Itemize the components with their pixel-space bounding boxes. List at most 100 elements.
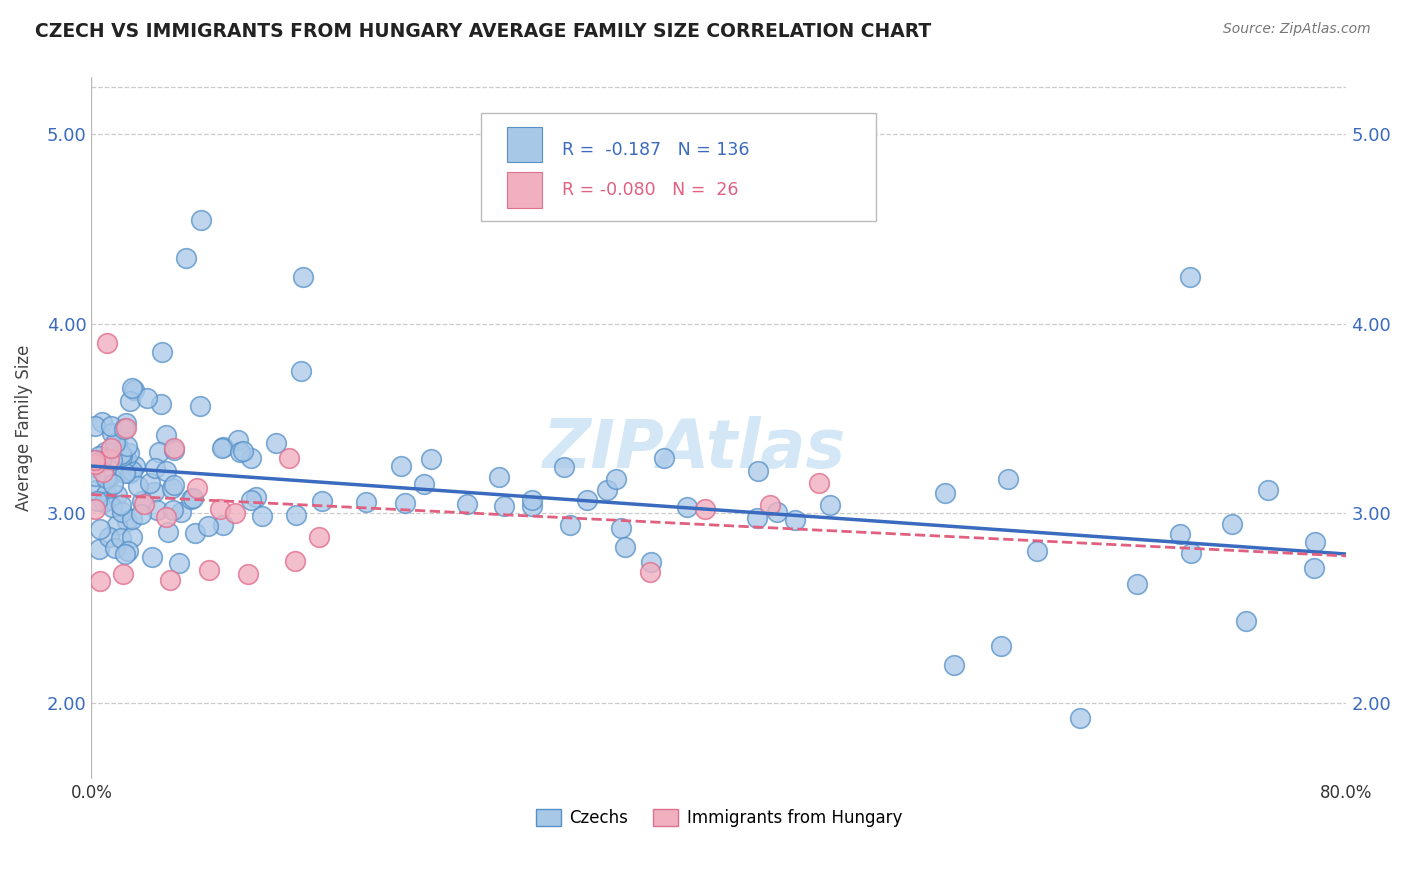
Point — [1220, 517, 1243, 532]
Point — [105, 518, 128, 533]
Point — [96, 471, 118, 485]
Point — [93, 495, 115, 509]
Point — [278, 451, 301, 466]
Point — [121, 464, 143, 478]
Point — [135, 391, 157, 405]
Point — [1303, 535, 1326, 549]
Point — [394, 496, 416, 510]
Point — [212, 440, 235, 454]
Point — [83, 501, 105, 516]
Point — [605, 472, 627, 486]
Point — [228, 434, 250, 448]
Point — [167, 556, 190, 570]
Point — [90, 454, 112, 468]
Point — [238, 567, 260, 582]
Point — [110, 498, 132, 512]
Point — [1302, 560, 1324, 574]
Point — [676, 500, 699, 514]
Point — [83, 468, 105, 483]
Text: Source: ZipAtlas.com: Source: ZipAtlas.com — [1223, 22, 1371, 37]
Point — [134, 497, 156, 511]
Point — [747, 510, 769, 524]
Point — [86, 494, 108, 508]
Point — [311, 493, 333, 508]
Point — [197, 519, 219, 533]
Point — [114, 466, 136, 480]
Point — [785, 513, 807, 527]
Point — [111, 567, 134, 582]
Point — [98, 469, 121, 483]
Point — [83, 453, 105, 467]
Point — [156, 525, 179, 540]
Point — [596, 483, 619, 498]
Text: CZECH VS IMMIGRANTS FROM HUNGARY AVERAGE FAMILY SIZE CORRELATION CHART: CZECH VS IMMIGRANTS FROM HUNGARY AVERAGE… — [35, 22, 931, 41]
Point — [285, 508, 308, 522]
Point — [131, 493, 153, 508]
Point — [117, 544, 139, 558]
Bar — [508, 172, 541, 208]
Y-axis label: Average Family Size: Average Family Size — [15, 345, 32, 511]
Point — [186, 481, 208, 495]
Point — [492, 499, 515, 513]
Point — [613, 541, 636, 555]
Point — [308, 529, 330, 543]
Point — [354, 494, 377, 508]
Point — [389, 458, 412, 473]
Point — [150, 397, 173, 411]
Point — [558, 517, 581, 532]
Point — [91, 415, 114, 429]
Legend: Czechs, Immigrants from Hungary: Czechs, Immigrants from Hungary — [529, 802, 908, 834]
Point — [148, 444, 170, 458]
Point — [114, 421, 136, 435]
Point — [84, 459, 107, 474]
Point — [758, 498, 780, 512]
Point — [83, 458, 105, 472]
Point — [97, 492, 120, 507]
Point — [553, 459, 575, 474]
Point — [818, 498, 841, 512]
Point — [163, 478, 186, 492]
Text: R =  -0.187   N = 136: R = -0.187 N = 136 — [562, 141, 749, 159]
Point — [284, 554, 307, 568]
Point — [111, 505, 134, 519]
Point — [163, 443, 186, 458]
Point — [104, 435, 127, 450]
Point — [121, 530, 143, 544]
Text: R = -0.080   N =  26: R = -0.080 N = 26 — [562, 181, 738, 199]
Point — [111, 450, 134, 464]
Point — [181, 491, 204, 505]
Point — [245, 490, 267, 504]
Point — [808, 475, 831, 490]
Point — [934, 485, 956, 500]
Point — [110, 532, 132, 546]
Point — [209, 502, 232, 516]
Point — [143, 460, 166, 475]
Point — [652, 450, 675, 465]
Point — [224, 506, 246, 520]
Point — [129, 507, 152, 521]
Point — [1170, 526, 1192, 541]
Point — [83, 453, 105, 467]
Point — [190, 212, 212, 227]
Point — [198, 563, 221, 577]
Point — [1180, 546, 1202, 560]
Point — [115, 421, 138, 435]
Point — [118, 394, 141, 409]
Point — [89, 574, 111, 589]
Point — [638, 566, 661, 580]
Point — [943, 658, 966, 673]
Point — [93, 445, 115, 459]
Point — [766, 505, 789, 519]
Point — [91, 466, 114, 480]
Point — [184, 526, 207, 541]
Point — [292, 269, 315, 284]
Point — [693, 502, 716, 516]
Point — [112, 422, 135, 436]
Point — [1026, 543, 1049, 558]
Point — [101, 476, 124, 491]
Point — [94, 487, 117, 501]
Point — [264, 435, 287, 450]
Point — [1178, 269, 1201, 284]
Point — [115, 514, 138, 528]
Point — [127, 479, 149, 493]
